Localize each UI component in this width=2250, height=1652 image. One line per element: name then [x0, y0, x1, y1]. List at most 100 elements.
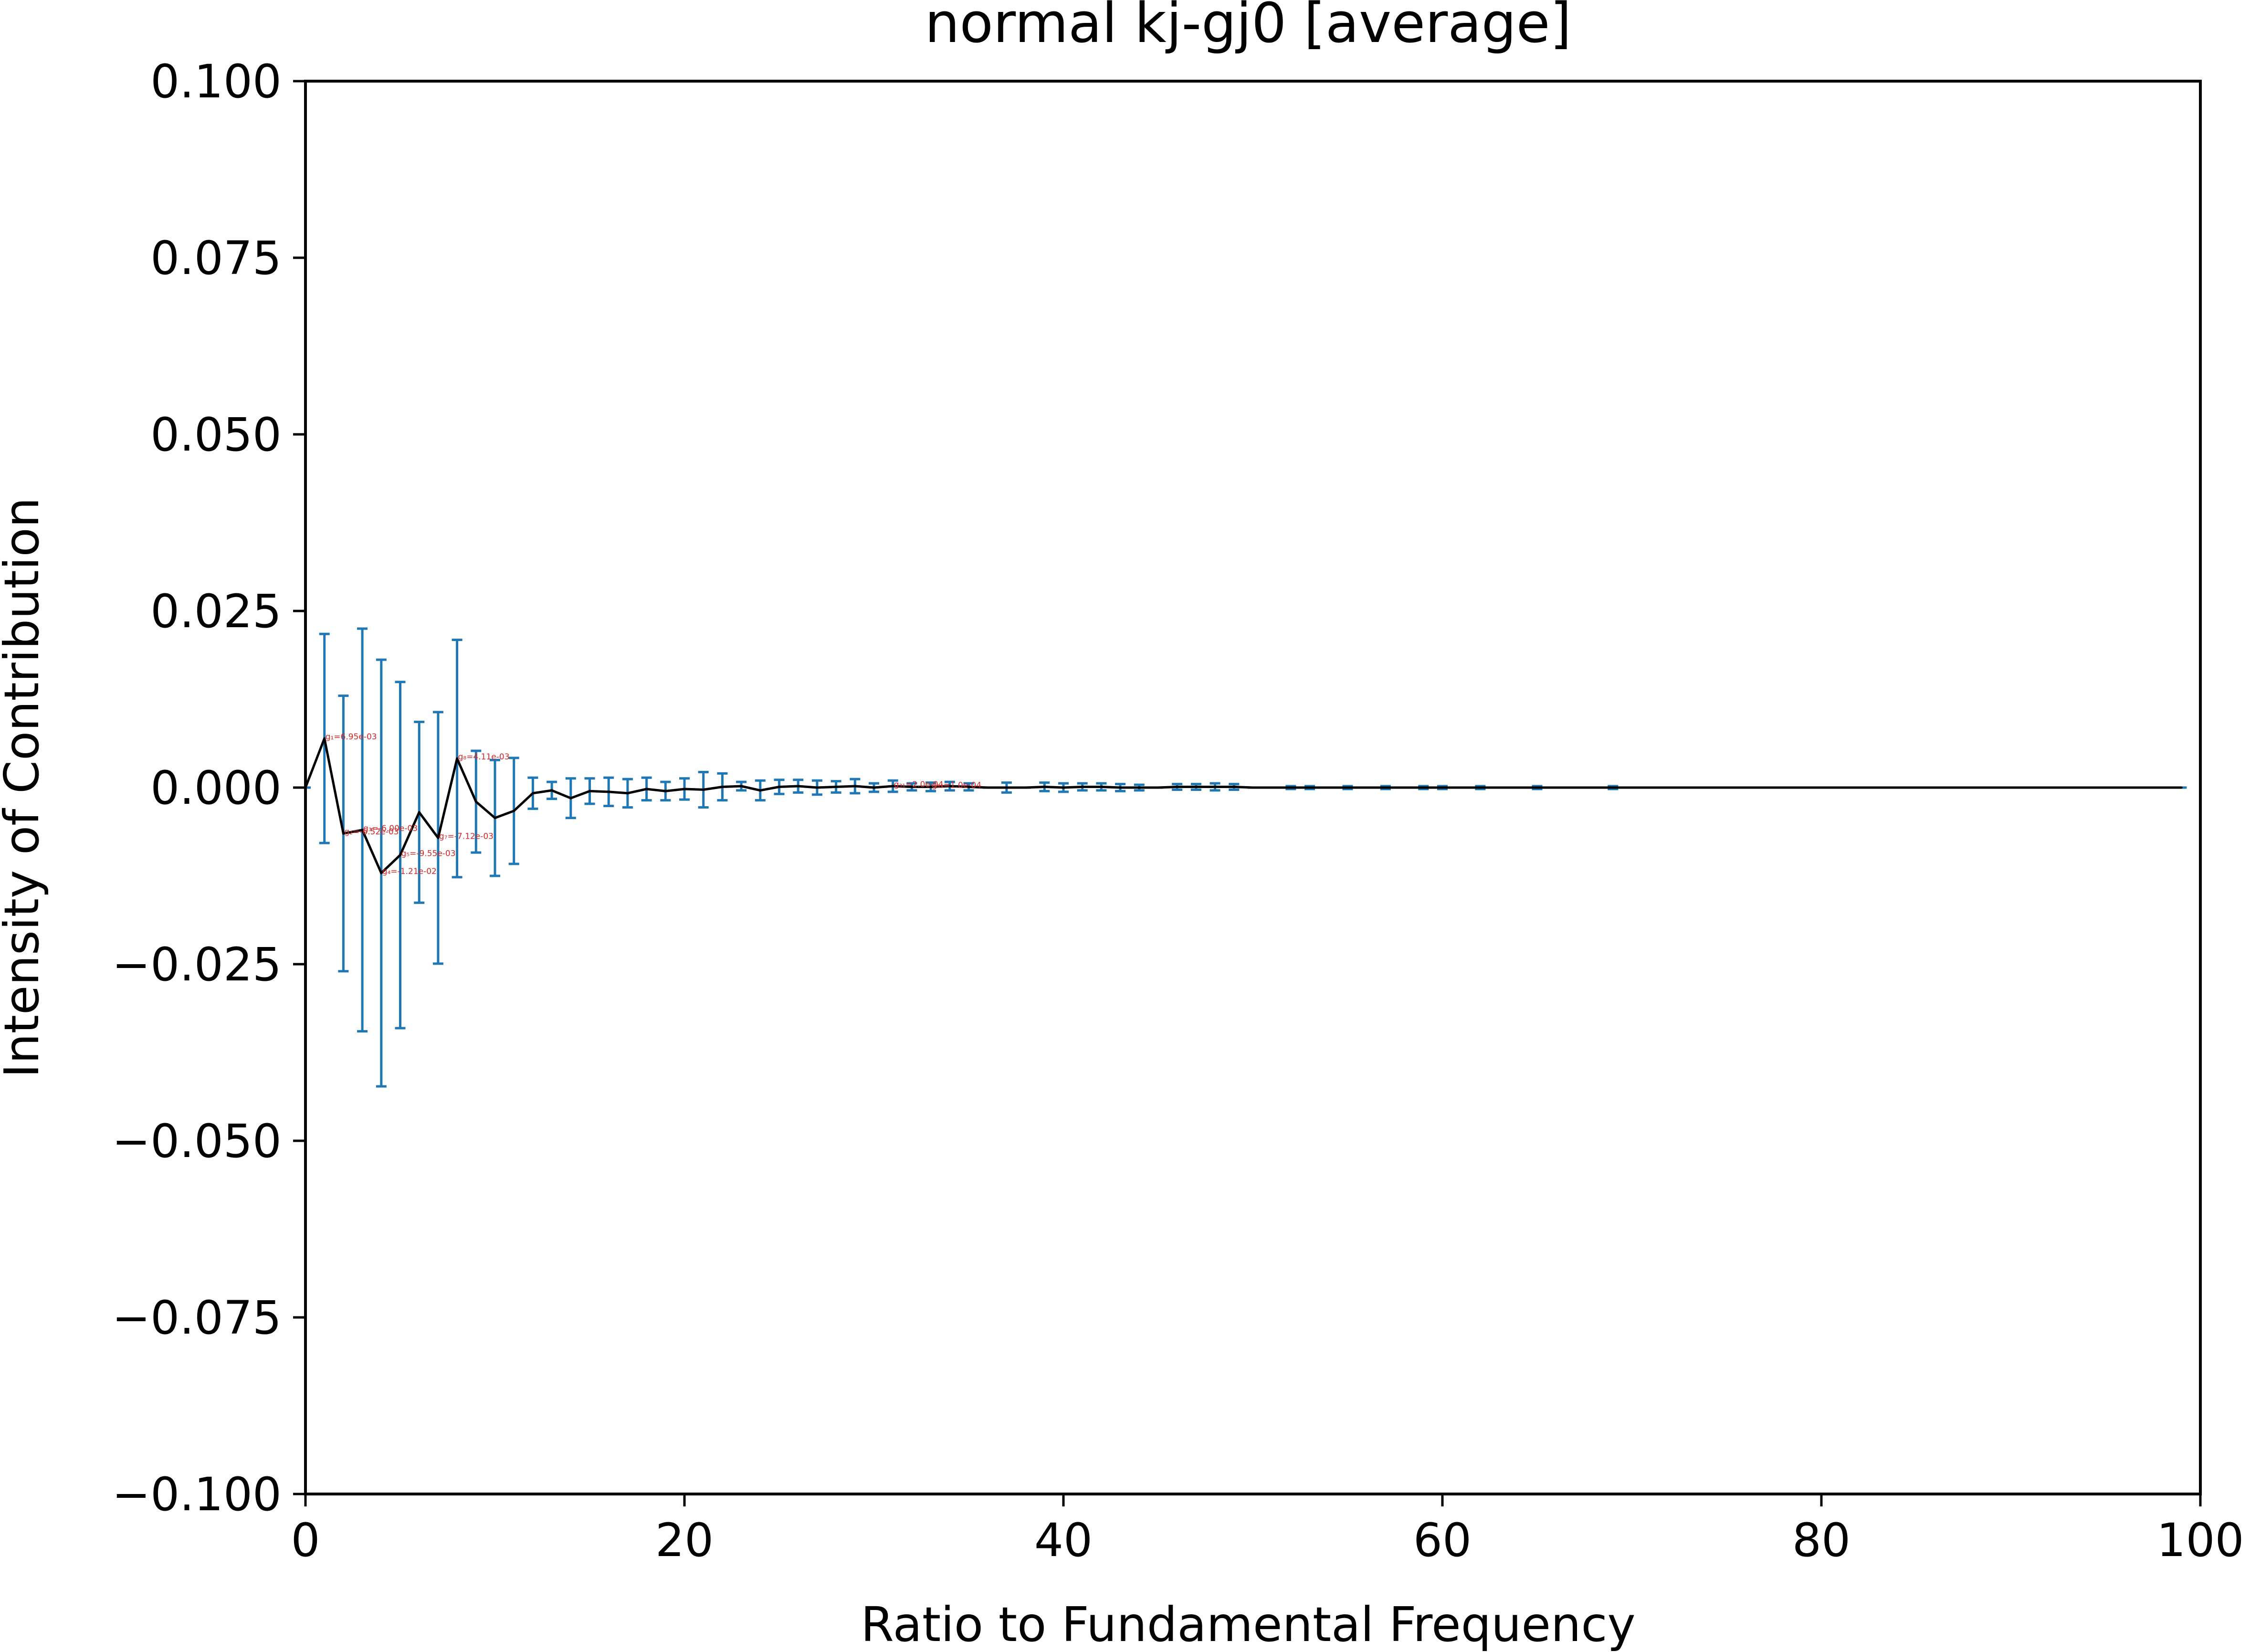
data-point — [607, 790, 610, 793]
data-point — [892, 785, 894, 788]
data-point — [1896, 786, 1899, 789]
data-point — [873, 786, 875, 789]
data-point — [342, 832, 345, 835]
data-point — [816, 786, 819, 789]
data-point — [1119, 786, 1122, 789]
data-point — [1422, 786, 1425, 789]
data-annotation: g₃=-6.00e-03 — [363, 824, 418, 833]
data-point — [1005, 786, 1008, 789]
x-tick-label: 60 — [1413, 1514, 1472, 1567]
data-point — [1687, 786, 1690, 789]
data-point — [853, 785, 856, 788]
data-point — [910, 786, 913, 789]
data-point — [1214, 786, 1217, 789]
data-point — [1271, 786, 1273, 789]
data-point — [1536, 786, 1538, 789]
data-point — [1081, 786, 1084, 789]
data-point — [1308, 786, 1311, 789]
data-point — [456, 757, 459, 760]
data-point — [929, 786, 932, 789]
y-tick-label: 0.100 — [150, 55, 282, 108]
y-tick-label: −0.075 — [112, 1291, 282, 1345]
data-point — [1801, 786, 1804, 789]
data-point — [2047, 786, 2050, 789]
data-point — [1915, 786, 1917, 789]
x-tick-label: 40 — [1034, 1514, 1093, 1567]
data-point — [1953, 786, 1956, 789]
series-line — [304, 737, 2182, 874]
data-point — [1650, 786, 1652, 789]
data-point — [380, 872, 383, 874]
data-point — [2180, 786, 2183, 789]
data-point — [1782, 786, 1785, 789]
data-point — [361, 829, 364, 831]
data-point — [1479, 786, 1482, 789]
data-point — [948, 785, 951, 788]
data-point — [1403, 786, 1406, 789]
data-point — [2029, 786, 2031, 789]
data-point — [1195, 786, 1198, 789]
data-point — [1062, 786, 1065, 789]
data-point — [1100, 786, 1103, 789]
data-point — [513, 810, 515, 812]
data-point — [1157, 786, 1159, 789]
data-point — [1763, 786, 1766, 789]
data-point — [626, 792, 629, 795]
data-point — [1990, 786, 1993, 789]
data-point — [740, 785, 743, 788]
data-point — [1232, 786, 1235, 789]
y-tick-label: 0.050 — [150, 408, 282, 462]
data-point — [437, 836, 440, 839]
data-annotation: g₅=-9.55e-03 — [401, 849, 456, 858]
data-point — [550, 789, 553, 792]
data-point — [323, 737, 326, 740]
data-point — [759, 789, 762, 792]
data-point — [1611, 786, 1614, 789]
y-axis: 0.100 0.075 0.050 0.025 0.000 −0.025 −0.050 −0.… — [112, 55, 305, 1521]
data-point — [645, 788, 648, 790]
data-point — [702, 788, 705, 791]
data-point — [1555, 786, 1557, 789]
data-point — [1858, 786, 1861, 789]
data-point — [721, 786, 724, 789]
data-point — [1289, 786, 1292, 789]
data-point — [2066, 786, 2069, 789]
data-point — [418, 811, 421, 814]
data-point — [1972, 786, 1975, 789]
data-annotation: g₁=6.95e-03 — [326, 732, 377, 742]
x-tick-label: 20 — [655, 1514, 714, 1567]
data-point — [1384, 786, 1387, 789]
data-point — [797, 785, 799, 788]
data-point — [1820, 786, 1823, 789]
data-point — [1024, 786, 1027, 789]
y-tick-label: −0.025 — [112, 938, 282, 991]
data-point — [474, 800, 477, 803]
data-point — [1934, 786, 1936, 789]
data-point — [1365, 786, 1368, 789]
data-point — [1441, 786, 1444, 789]
data-annotation: g₃₃=1.0e-04 — [932, 781, 981, 790]
data-point — [1839, 786, 1842, 789]
y-tick-label: −0.050 — [112, 1115, 282, 1168]
data-point — [1574, 786, 1577, 789]
data-point — [1498, 786, 1501, 789]
data-point — [1668, 786, 1671, 789]
x-tick-label: 100 — [2156, 1514, 2244, 1567]
data-point — [1251, 786, 1254, 789]
data-point — [494, 817, 496, 820]
y-tick-label: −0.100 — [112, 1468, 282, 1521]
chart-title: normal kj-gj0 [average] — [925, 0, 1572, 55]
data-annotation: g₈=4.11e-03 — [458, 752, 510, 762]
data-point — [569, 797, 572, 800]
data-point — [1706, 786, 1709, 789]
data-point — [2009, 786, 2012, 789]
data-point — [1043, 786, 1046, 789]
x-tick-label: 0 — [291, 1514, 320, 1567]
data-point — [589, 789, 591, 792]
data-point — [1593, 786, 1596, 789]
data-point — [1517, 786, 1520, 789]
data-point — [2085, 786, 2088, 789]
data-point — [835, 786, 838, 789]
